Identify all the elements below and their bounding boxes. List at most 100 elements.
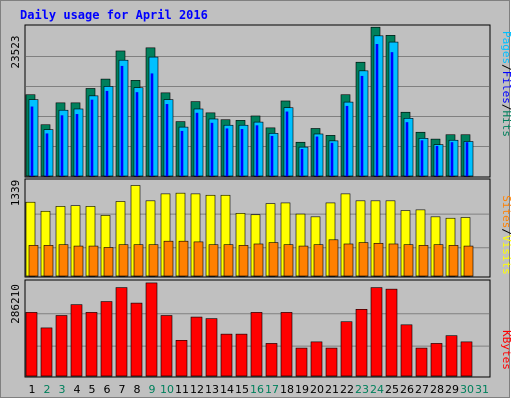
kbytes-bar xyxy=(355,309,368,377)
pages-bar xyxy=(163,99,174,177)
files-bar xyxy=(240,129,244,177)
files-bar xyxy=(465,142,469,177)
day-label: 12 xyxy=(190,383,204,396)
files-bar xyxy=(75,114,79,177)
sites-bar xyxy=(313,244,324,277)
day-label: 11 xyxy=(175,383,189,396)
day-label: 21 xyxy=(325,383,339,396)
files-bar xyxy=(255,125,259,177)
day-label: 23 xyxy=(355,383,369,396)
day-label: 29 xyxy=(445,383,459,396)
files-bar xyxy=(225,128,229,177)
sites-bar xyxy=(133,244,144,277)
pages-bar xyxy=(343,101,354,177)
files-bar xyxy=(165,104,169,177)
files-bar xyxy=(120,65,124,177)
pages-bar xyxy=(133,87,144,177)
legend-kbytes: KBytes xyxy=(500,330,512,370)
files-bar xyxy=(270,135,274,177)
day-label: 10 xyxy=(160,383,174,396)
day-label: 19 xyxy=(295,383,309,396)
kbytes-bar xyxy=(100,301,113,377)
files-bar xyxy=(390,52,394,177)
pages-bar xyxy=(208,118,219,177)
sites-bar xyxy=(388,243,399,277)
files-bar xyxy=(195,112,199,177)
day-label: 31 xyxy=(475,383,489,396)
legend-files: Files xyxy=(500,71,512,104)
legend-sep-3: / xyxy=(500,228,512,235)
kbytes-bar xyxy=(265,343,278,377)
files-bar xyxy=(300,149,304,177)
visits-sites-panel: 1339 Sites/Visits xyxy=(9,178,512,278)
day-label: 17 xyxy=(265,383,279,396)
day-label: 16 xyxy=(250,383,264,396)
panel2-max-label: 1339 xyxy=(9,180,22,207)
pages-bar xyxy=(28,99,39,177)
kbytes-bar xyxy=(340,321,353,377)
day-label: 20 xyxy=(310,383,324,396)
pages-bar xyxy=(313,133,324,177)
sites-bar xyxy=(208,244,219,277)
pages-bar xyxy=(88,95,99,177)
kbytes-bar xyxy=(70,304,83,377)
day-label: 14 xyxy=(220,383,234,396)
kbytes-bar xyxy=(190,316,203,377)
panel2-legend: Sites/Visits xyxy=(500,195,512,275)
kbytes-bar xyxy=(175,340,188,377)
pages-bar xyxy=(238,124,249,177)
sites-bar xyxy=(418,245,429,277)
pages-bar xyxy=(463,141,474,177)
pages-bar xyxy=(268,133,279,177)
hits-files-pages-panel: 23523 Pages/Files/Hits xyxy=(9,24,512,178)
kbytes-bar xyxy=(40,327,53,377)
files-bar xyxy=(285,111,289,177)
sites-bar xyxy=(118,244,129,277)
legend-sep-2: / xyxy=(500,104,512,111)
kbytes-bar xyxy=(250,312,263,377)
day-label: 5 xyxy=(89,383,96,396)
pages-bar xyxy=(73,108,84,177)
kbytes-bar xyxy=(55,315,68,377)
sites-bar xyxy=(448,245,459,277)
day-label: 30 xyxy=(460,383,474,396)
sites-bar xyxy=(433,244,444,277)
pages-bar xyxy=(388,41,399,177)
files-bar xyxy=(90,99,94,177)
kbytes-bar xyxy=(145,282,158,377)
kbytes-bar xyxy=(310,341,323,377)
kbytes-panel: 286210 KBytes xyxy=(9,279,512,378)
pages-bar xyxy=(193,108,204,177)
day-label: 7 xyxy=(119,383,126,396)
pages-bar xyxy=(328,140,339,177)
files-bar xyxy=(150,73,154,177)
pages-bar xyxy=(148,56,159,177)
files-bar xyxy=(420,140,424,177)
legend-hits: Hits xyxy=(500,111,512,138)
day-label: 8 xyxy=(134,383,141,396)
sites-bar xyxy=(223,244,234,277)
pages-bar xyxy=(448,139,459,177)
files-bar xyxy=(375,44,379,177)
day-label: 6 xyxy=(104,383,111,396)
pages-bar xyxy=(433,144,444,177)
pages-bar xyxy=(403,118,414,177)
files-bar xyxy=(435,145,439,177)
pages-bar xyxy=(418,138,429,177)
panel3-max-label: 286210 xyxy=(9,284,22,324)
kbytes-bar xyxy=(115,287,128,377)
sites-bar xyxy=(283,244,294,277)
pages-bar xyxy=(358,70,369,177)
files-bar xyxy=(60,115,64,177)
pages-bar xyxy=(58,109,69,177)
legend-pages: Pages xyxy=(500,31,512,64)
kbytes-bar xyxy=(205,318,218,377)
files-bar xyxy=(180,130,184,177)
panel3-legend: KBytes xyxy=(500,330,512,370)
day-labels: 1 2 3 4 5 6 7 8 9 10 11 12 13 14 15 16 17 18 19 20 21 22 23 24 2… xyxy=(29,383,490,396)
files-bar xyxy=(315,136,319,177)
sites-bar xyxy=(88,245,99,277)
day-label: 2 xyxy=(44,383,51,396)
sites-bar xyxy=(298,245,309,277)
